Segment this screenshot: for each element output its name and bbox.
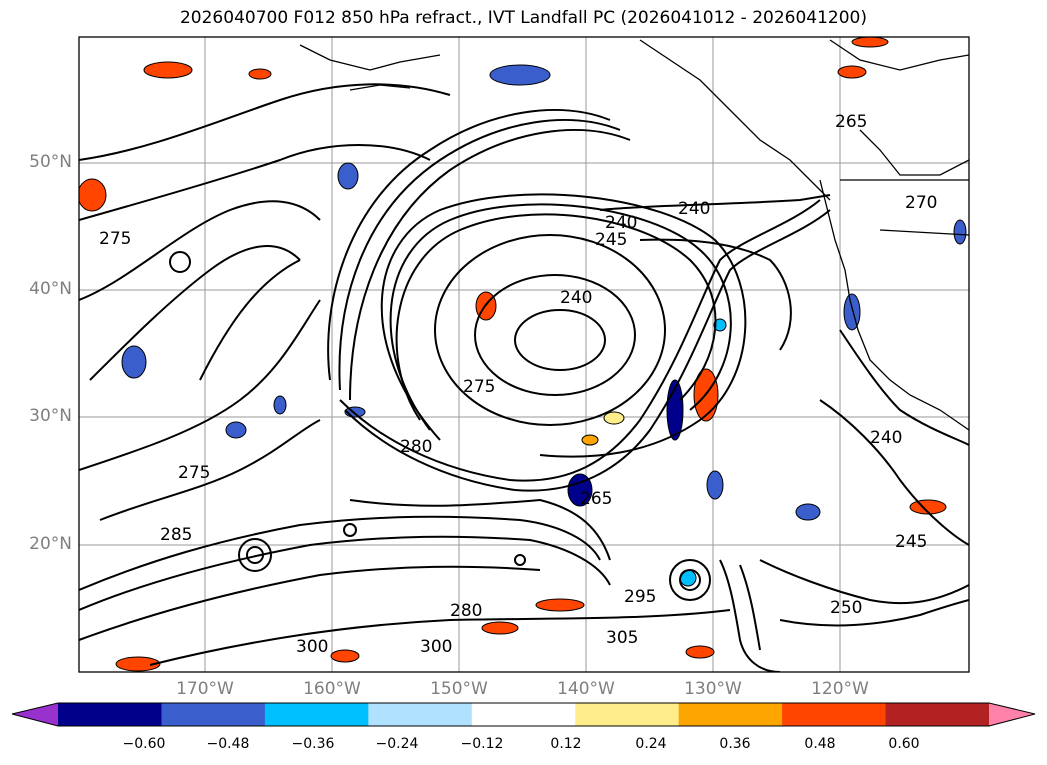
contour-label: 280 bbox=[450, 601, 482, 621]
contour-label: 275 bbox=[178, 463, 210, 483]
lon-label-120w: 120°W bbox=[811, 679, 869, 699]
refractivity-contours bbox=[79, 83, 969, 672]
colorbar-segment bbox=[782, 703, 887, 726]
contour-label: 280 bbox=[400, 437, 432, 457]
patch-blue bbox=[567, 473, 593, 507]
patch-orange bbox=[851, 37, 889, 48]
colorbar-tick: −0.48 bbox=[206, 736, 250, 752]
colorbar-tick: 0.60 bbox=[888, 736, 920, 752]
patch-orange bbox=[143, 61, 193, 79]
colorbar-tick: 0.24 bbox=[635, 736, 667, 752]
colorbar-outline bbox=[11, 702, 1036, 727]
contour-labels: 245 240 240 240 240 245 280 275 265 270 … bbox=[99, 112, 937, 657]
graticule bbox=[79, 37, 969, 672]
contour-label: 265 bbox=[580, 489, 612, 509]
lon-label-160w: 160°W bbox=[303, 679, 361, 699]
patch-blue bbox=[121, 345, 147, 379]
contour-label: 270 bbox=[905, 193, 937, 213]
patch-blue bbox=[953, 219, 967, 245]
colorbar-segment bbox=[885, 703, 990, 726]
lat-label-20n: 20°N bbox=[29, 534, 72, 554]
colorbar-tick: −0.24 bbox=[375, 736, 419, 752]
colorbar-tick: 0.48 bbox=[804, 736, 836, 752]
contour-label: 285 bbox=[160, 525, 192, 545]
contour-label: 300 bbox=[420, 637, 452, 657]
patch-yellow bbox=[581, 434, 599, 446]
patch-blue bbox=[337, 162, 359, 190]
colorbar-segment bbox=[575, 703, 680, 726]
patch-orange bbox=[837, 65, 867, 79]
contour-label: 240 bbox=[678, 199, 710, 219]
contour-label: 250 bbox=[830, 598, 862, 618]
patch-orange bbox=[481, 621, 519, 635]
contour-label: 240 bbox=[605, 213, 637, 233]
patch-orange bbox=[535, 598, 585, 612]
coastline bbox=[299, 39, 969, 431]
patch-orange bbox=[115, 656, 161, 672]
patch-orange bbox=[685, 645, 715, 659]
contour-label: 245 bbox=[895, 532, 927, 552]
contour-label: 275 bbox=[99, 229, 131, 249]
colorbar-segment bbox=[58, 703, 162, 726]
patch-blue bbox=[489, 64, 551, 86]
colorbar-tick: 0.36 bbox=[719, 736, 751, 752]
contour-label: 265 bbox=[835, 112, 867, 132]
contour-label: 275 bbox=[463, 377, 495, 397]
colorbar-segment bbox=[471, 703, 576, 726]
contour-label: 240 bbox=[870, 428, 902, 448]
patch-blue bbox=[795, 503, 821, 521]
lon-label-170w: 170°W bbox=[176, 679, 234, 699]
lon-label-140w: 140°W bbox=[557, 679, 615, 699]
colorbar-extend-high bbox=[989, 703, 1035, 726]
colorbar-segment bbox=[264, 703, 369, 726]
contour-label: 295 bbox=[624, 587, 656, 607]
lon-label-130w: 130°W bbox=[684, 679, 742, 699]
patch-blue bbox=[706, 470, 724, 500]
map-frame bbox=[78, 36, 970, 673]
patch-orange bbox=[330, 649, 360, 663]
colorbar-tick: −0.60 bbox=[122, 736, 166, 752]
patch-yellow bbox=[603, 411, 625, 425]
lat-label-40n: 40°N bbox=[29, 279, 72, 299]
map-title: 2026040700 F012 850 hPa refract., IVT La… bbox=[179, 8, 867, 28]
contour-label: 300 bbox=[296, 637, 328, 657]
lon-label-150w: 150°W bbox=[430, 679, 488, 699]
colorbar-segment bbox=[161, 703, 266, 726]
colorbar-tick: 0.12 bbox=[550, 736, 582, 752]
patch-orange bbox=[79, 178, 107, 212]
lat-label-30n: 30°N bbox=[29, 406, 72, 426]
lat-label-50n: 50°N bbox=[29, 152, 72, 172]
patch-blue bbox=[273, 395, 287, 415]
colorbar-segment bbox=[368, 703, 473, 726]
patch-blue bbox=[713, 318, 727, 332]
colorbar-extend-low bbox=[12, 703, 58, 726]
contour-label: 240 bbox=[560, 288, 592, 308]
colorbar-segment bbox=[678, 703, 783, 726]
colorbar-tick: −0.36 bbox=[291, 736, 335, 752]
contour-label: 245 bbox=[595, 230, 627, 250]
contour-label: 305 bbox=[606, 628, 638, 648]
patch-blue bbox=[225, 421, 247, 439]
patch-orange bbox=[248, 68, 272, 80]
colorbar-tick: −0.12 bbox=[460, 736, 504, 752]
